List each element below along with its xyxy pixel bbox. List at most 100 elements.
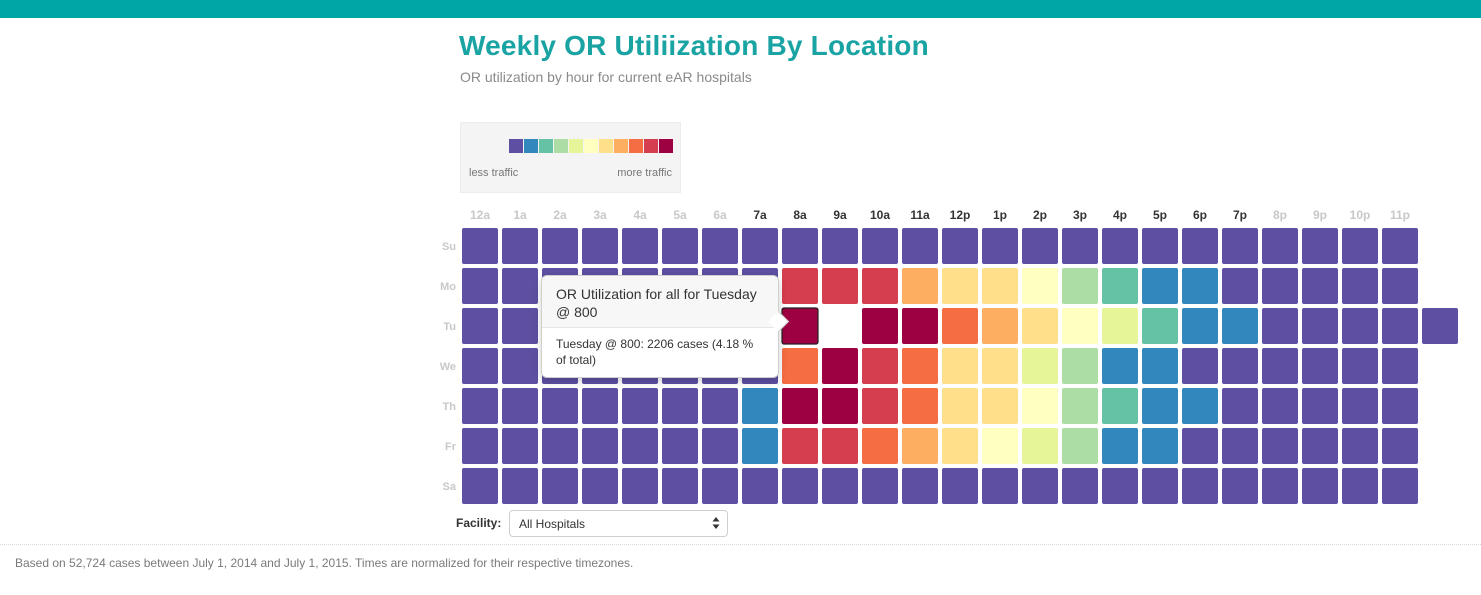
heatmap-cell[interactable] (502, 308, 538, 344)
heatmap-cell[interactable] (1382, 348, 1418, 384)
heatmap-cell[interactable] (1102, 468, 1138, 504)
heatmap-cell[interactable] (1262, 468, 1298, 504)
heatmap-cell[interactable] (1102, 428, 1138, 464)
heatmap-cell[interactable] (782, 228, 818, 264)
heatmap-cell[interactable] (822, 468, 858, 504)
heatmap-cell[interactable] (622, 228, 658, 264)
heatmap-cell[interactable] (1062, 308, 1098, 344)
heatmap-cell[interactable] (862, 348, 898, 384)
heatmap-cell[interactable] (1182, 428, 1218, 464)
heatmap-cell[interactable] (1342, 428, 1378, 464)
heatmap-cell[interactable] (862, 308, 898, 344)
heatmap-cell[interactable] (902, 268, 938, 304)
heatmap-cell[interactable] (862, 468, 898, 504)
heatmap-cell[interactable] (582, 428, 618, 464)
heatmap-cell[interactable] (1022, 268, 1058, 304)
heatmap-cell[interactable] (942, 428, 978, 464)
heatmap-cell[interactable] (462, 468, 498, 504)
heatmap-cell[interactable] (582, 388, 618, 424)
heatmap-cell[interactable] (942, 268, 978, 304)
heatmap-cell[interactable] (1062, 428, 1098, 464)
heatmap-cell[interactable] (1142, 228, 1178, 264)
heatmap-cell[interactable] (862, 268, 898, 304)
heatmap-cell[interactable] (942, 348, 978, 384)
heatmap-cell[interactable] (1022, 388, 1058, 424)
heatmap-cell[interactable] (942, 228, 978, 264)
heatmap-cell[interactable] (1302, 268, 1338, 304)
heatmap-cell[interactable] (1342, 388, 1378, 424)
heatmap-cell[interactable] (982, 228, 1018, 264)
heatmap-cell[interactable] (742, 388, 778, 424)
heatmap-cell[interactable] (982, 268, 1018, 304)
heatmap-cell[interactable] (982, 428, 1018, 464)
heatmap-cell[interactable] (702, 428, 738, 464)
heatmap-cell[interactable] (782, 388, 818, 424)
heatmap-cell[interactable] (702, 468, 738, 504)
heatmap-cell[interactable] (1302, 388, 1338, 424)
heatmap-cell[interactable] (742, 428, 778, 464)
heatmap-cell[interactable] (1262, 308, 1298, 344)
heatmap-cell[interactable] (1142, 268, 1178, 304)
heatmap-cell[interactable] (862, 388, 898, 424)
heatmap-cell[interactable] (1062, 468, 1098, 504)
heatmap-cell[interactable] (781, 307, 819, 345)
heatmap-cell[interactable] (1302, 468, 1338, 504)
heatmap-cell[interactable] (502, 268, 538, 304)
heatmap-cell[interactable] (902, 228, 938, 264)
heatmap-cell[interactable] (462, 388, 498, 424)
heatmap-cell[interactable] (1022, 468, 1058, 504)
heatmap-cell[interactable] (662, 428, 698, 464)
heatmap-cell[interactable] (1182, 268, 1218, 304)
heatmap-cell[interactable] (542, 468, 578, 504)
heatmap-cell[interactable] (1142, 428, 1178, 464)
heatmap-cell[interactable] (1182, 228, 1218, 264)
heatmap-cell[interactable] (1062, 228, 1098, 264)
heatmap-cell[interactable] (1382, 228, 1418, 264)
heatmap-cell[interactable] (1102, 348, 1138, 384)
heatmap-cell[interactable] (462, 428, 498, 464)
heatmap-cell[interactable] (542, 228, 578, 264)
heatmap-cell[interactable] (1062, 388, 1098, 424)
heatmap-cell[interactable] (1382, 388, 1418, 424)
heatmap-cell[interactable] (462, 268, 498, 304)
heatmap-cell[interactable] (1262, 268, 1298, 304)
heatmap-cell[interactable] (1142, 468, 1178, 504)
heatmap-cell[interactable] (582, 468, 618, 504)
heatmap-cell[interactable] (1062, 268, 1098, 304)
heatmap-cell[interactable] (782, 268, 818, 304)
heatmap-cell[interactable] (902, 468, 938, 504)
heatmap-cell[interactable] (1142, 308, 1178, 344)
heatmap-cell[interactable] (502, 388, 538, 424)
heatmap-cell[interactable] (702, 388, 738, 424)
heatmap-cell[interactable] (862, 428, 898, 464)
heatmap-cell[interactable] (502, 348, 538, 384)
heatmap-cell[interactable] (1022, 228, 1058, 264)
heatmap-cell[interactable] (542, 428, 578, 464)
heatmap-cell[interactable] (982, 468, 1018, 504)
heatmap-cell[interactable] (1382, 268, 1418, 304)
heatmap-cell[interactable] (1222, 228, 1258, 264)
heatmap-cell[interactable] (1182, 348, 1218, 384)
heatmap-cell[interactable] (742, 228, 778, 264)
heatmap-cell[interactable] (1382, 428, 1418, 464)
heatmap-cell[interactable] (1142, 388, 1178, 424)
heatmap-cell[interactable] (942, 468, 978, 504)
heatmap-cell[interactable] (1302, 428, 1338, 464)
heatmap-cell[interactable] (662, 228, 698, 264)
heatmap-cell[interactable] (782, 428, 818, 464)
heatmap-cell[interactable] (502, 428, 538, 464)
heatmap-cell[interactable] (1182, 468, 1218, 504)
heatmap-cell[interactable] (822, 348, 858, 384)
heatmap-cell[interactable] (1022, 348, 1058, 384)
heatmap-cell[interactable] (662, 388, 698, 424)
heatmap-cell[interactable] (1222, 348, 1258, 384)
heatmap-cell[interactable] (662, 468, 698, 504)
heatmap-cell[interactable] (1422, 308, 1458, 344)
heatmap-cell[interactable] (462, 308, 498, 344)
heatmap-cell[interactable] (622, 468, 658, 504)
heatmap-cell[interactable] (1102, 268, 1138, 304)
heatmap-cell[interactable] (622, 388, 658, 424)
heatmap-cell[interactable] (1342, 228, 1378, 264)
heatmap-cell[interactable] (1262, 428, 1298, 464)
facility-select[interactable]: All Hospitals (509, 510, 728, 537)
